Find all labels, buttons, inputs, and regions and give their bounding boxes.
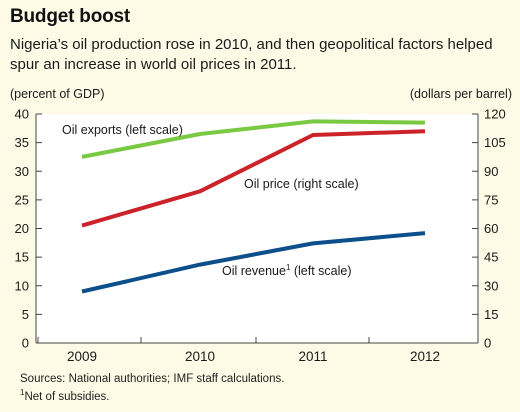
x-tick-label: 2010	[185, 349, 215, 364]
series-line-oil-exports	[81, 119, 426, 159]
series-line-oil-price	[81, 129, 426, 228]
series-line-oil-revenue	[81, 231, 426, 294]
x-tick-label: 2011	[298, 349, 327, 364]
left-axis-label: (percent of GDP)	[10, 87, 104, 101]
right-tick-label: 90	[484, 164, 498, 179]
right-tick-label: 30	[484, 278, 498, 293]
footnote-text: Net of subsidies.	[24, 390, 110, 403]
footnote: 1Net of subsidies.	[20, 388, 109, 403]
x-tick-label: 2012	[410, 349, 440, 364]
chart-title: Budget boost	[10, 6, 131, 27]
left-tick-label: 10	[15, 278, 29, 293]
left-tick-label: 20	[15, 221, 29, 236]
right-tick-label: 0	[484, 336, 491, 351]
plot-background	[36, 114, 478, 343]
series-labels: Oil exports (left scale) Oil price (right…	[62, 123, 359, 278]
right-axis-label: (dollars per barrel)	[410, 87, 512, 101]
series-label-oil-price: Oil price (right scale)	[244, 177, 359, 191]
right-tick-label: 75	[484, 192, 498, 207]
sources-note: Sources: National authorities; IMF staff…	[20, 373, 285, 385]
left-tick-label: 30	[15, 164, 29, 179]
right-tick-label: 60	[484, 221, 498, 236]
series-label-oil-revenue: Oil revenue1 (left scale)	[222, 263, 352, 278]
left-tick-label: 0	[22, 336, 29, 351]
footnote-marker: 1	[20, 388, 25, 397]
left-tick-label: 25	[15, 192, 29, 207]
axes-layer: 0 5 10 15 20 25 30 35 40 0 15 30 45 60 75 90 105 120 2009 2…	[15, 107, 506, 365]
right-tick-label: 15	[484, 307, 498, 322]
left-tick-label: 5	[22, 307, 29, 322]
left-tick-label: 15	[15, 250, 29, 265]
right-tick-label: 45	[484, 250, 498, 265]
series-lines	[81, 119, 426, 294]
right-tick-label: 105	[484, 135, 506, 150]
x-tick-label: 2009	[67, 349, 97, 364]
left-tick-label: 40	[15, 107, 29, 122]
chart-subtitle: Nigeria’s oil production rose in 2010, a…	[10, 36, 493, 73]
series-label-oil-exports: Oil exports (left scale)	[62, 123, 183, 137]
left-tick-label: 35	[15, 135, 29, 150]
right-tick-label: 120	[484, 107, 506, 122]
